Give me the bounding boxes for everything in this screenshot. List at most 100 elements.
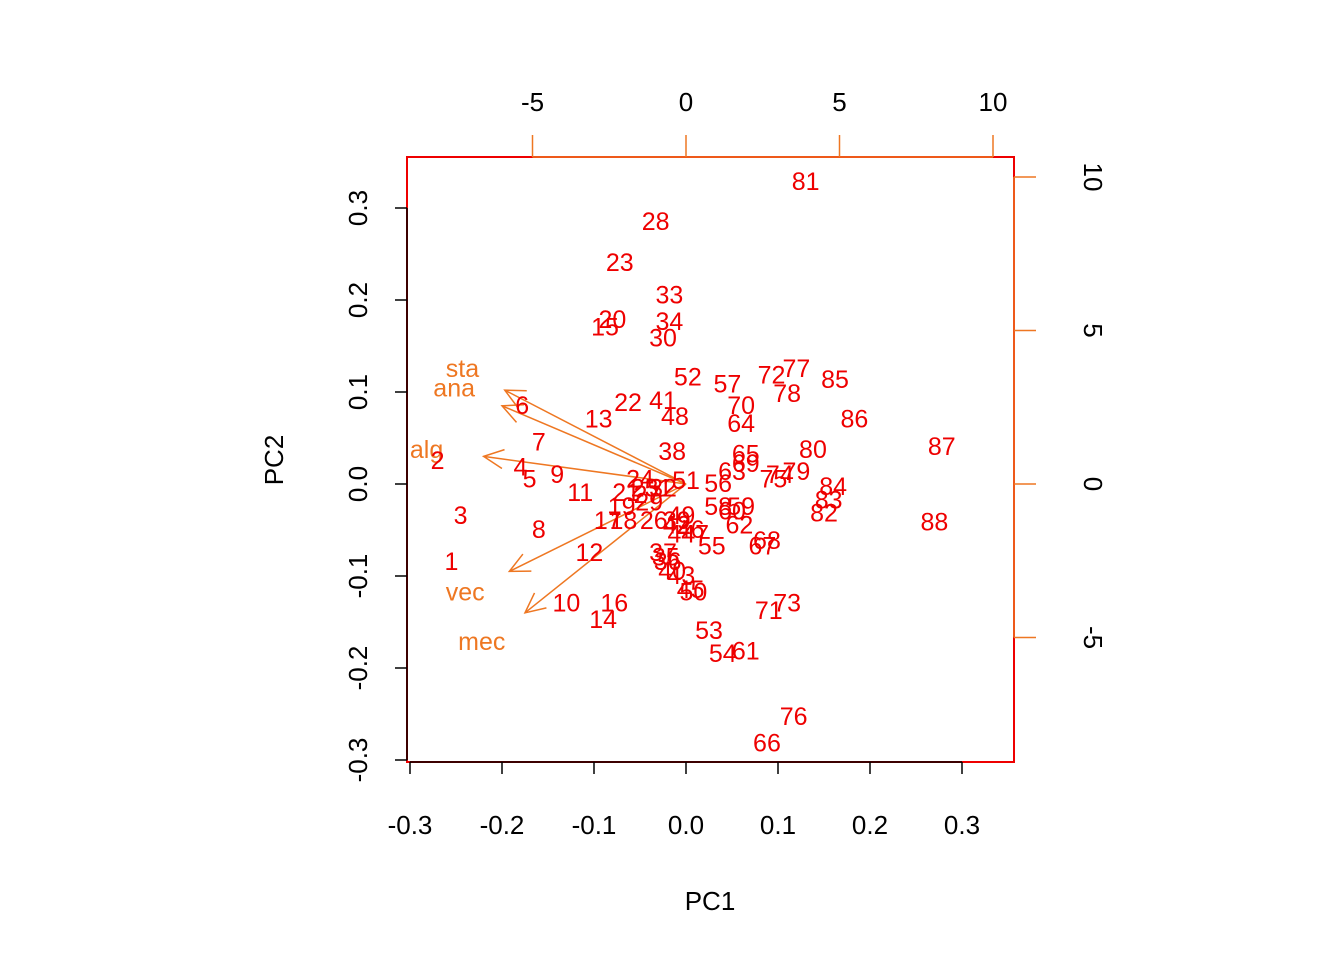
point-label: 88 bbox=[920, 509, 948, 537]
point-label: 6 bbox=[515, 392, 529, 420]
top-tick-label: -5 bbox=[521, 87, 544, 117]
point-label: 11 bbox=[567, 479, 593, 507]
point-label: 8 bbox=[532, 516, 546, 544]
left-tick-label: 0.3 bbox=[343, 190, 373, 226]
point-label: 61 bbox=[732, 637, 760, 665]
bottom-tick-label: -0.3 bbox=[388, 810, 433, 840]
point-label: 50 bbox=[679, 579, 707, 607]
right-tick-label: 0 bbox=[1078, 477, 1108, 491]
point-label: 51 bbox=[672, 467, 700, 495]
point-label: 14 bbox=[589, 606, 617, 634]
loading-arrowhead-vec bbox=[507, 553, 532, 573]
y-axis-title: PC2 bbox=[259, 435, 289, 486]
loading-arrowhead-alg bbox=[481, 448, 505, 470]
point-label: 4 bbox=[513, 453, 527, 481]
left-tick-label: 0.1 bbox=[343, 374, 373, 410]
top-axis: -5 0 5 10 bbox=[521, 87, 1007, 158]
point-label: 87 bbox=[928, 433, 956, 461]
point-label: 20 bbox=[598, 306, 626, 334]
point-label: 70 bbox=[727, 392, 755, 420]
point-label: 60 bbox=[718, 498, 746, 526]
point-label: 28 bbox=[642, 208, 670, 236]
point-label: 46 bbox=[677, 516, 705, 544]
point-label: 47 bbox=[681, 521, 709, 549]
left-tick-label: -0.3 bbox=[343, 738, 373, 783]
left-tick-label: 0.0 bbox=[343, 466, 373, 502]
bottom-tick-label: 0.3 bbox=[944, 810, 980, 840]
variable-label-alg: alg bbox=[410, 436, 443, 464]
point-label: 39 bbox=[663, 507, 691, 535]
point-label: 16 bbox=[600, 590, 628, 618]
point-label: 56 bbox=[704, 470, 732, 498]
right-tick-label: 10 bbox=[1078, 163, 1108, 192]
point-label: 31 bbox=[644, 475, 672, 503]
point-label: 80 bbox=[799, 436, 827, 464]
loading-arrow-mec bbox=[524, 483, 687, 614]
point-label: 26 bbox=[640, 507, 668, 535]
point-label: 71 bbox=[755, 597, 783, 625]
point-label: 72 bbox=[758, 361, 786, 389]
point-label: 38 bbox=[658, 438, 686, 466]
point-label: 57 bbox=[713, 371, 741, 399]
point-label: 49 bbox=[667, 502, 695, 530]
point-label: 1 bbox=[444, 548, 458, 576]
point-label: 5 bbox=[523, 465, 537, 493]
point-label: 24 bbox=[626, 465, 654, 493]
point-label: 83 bbox=[815, 487, 843, 515]
point-label: 44 bbox=[667, 521, 695, 549]
loading-arrow-sta bbox=[504, 389, 687, 485]
point-label: 67 bbox=[748, 533, 776, 561]
point-label: 52 bbox=[674, 363, 702, 391]
right-axis: -5 0 5 10 bbox=[1013, 163, 1108, 649]
point-label: 9 bbox=[550, 461, 564, 489]
x-axis-title: PC1 bbox=[685, 886, 736, 916]
point-label: 25 bbox=[631, 475, 659, 503]
point-label: 22 bbox=[614, 389, 642, 417]
point-label: 36 bbox=[654, 548, 682, 576]
variable-label-vec: vec bbox=[446, 579, 485, 607]
point-label: 41 bbox=[649, 387, 677, 415]
variable-label-ana: ana bbox=[433, 374, 475, 402]
point-label: 79 bbox=[782, 458, 810, 486]
point-label: 64 bbox=[727, 410, 755, 438]
point-label: 76 bbox=[780, 703, 808, 731]
point-label: 55 bbox=[698, 533, 726, 561]
point-label: 32 bbox=[649, 475, 677, 503]
point-label: 85 bbox=[821, 366, 849, 394]
point-label: 74 bbox=[766, 461, 794, 489]
point-label: 13 bbox=[585, 406, 613, 434]
point-label: 43 bbox=[667, 562, 695, 590]
left-axis: -0.3 -0.2 -0.1 0.0 0.1 0.2 0.3 bbox=[343, 190, 408, 783]
point-label: 7 bbox=[532, 429, 546, 457]
point-label: 17 bbox=[594, 507, 622, 535]
point-label: 82 bbox=[810, 499, 838, 527]
variable-label-sta: sta bbox=[446, 355, 479, 383]
point-label: 81 bbox=[792, 168, 820, 196]
right-tick-label: 5 bbox=[1078, 323, 1108, 337]
point-label: 58 bbox=[704, 493, 732, 521]
point-label: 15 bbox=[591, 314, 619, 342]
point-label: 2 bbox=[431, 447, 445, 475]
point-label: 59 bbox=[727, 493, 755, 521]
point-label: 19 bbox=[608, 493, 636, 521]
loading-arrowhead-mec bbox=[523, 592, 547, 614]
point-label: 27 bbox=[633, 481, 661, 509]
observation-points: 1234567891011121314151617181920212223242… bbox=[431, 168, 956, 757]
point-label: 18 bbox=[610, 507, 638, 535]
loading-arrow-vec bbox=[509, 483, 687, 573]
point-label: 21 bbox=[612, 479, 640, 507]
point-label: 29 bbox=[635, 488, 663, 516]
bottom-tick-label: -0.2 bbox=[480, 810, 525, 840]
point-label: 73 bbox=[773, 590, 801, 618]
point-label: 63 bbox=[718, 458, 746, 486]
point-label: 66 bbox=[753, 729, 781, 757]
bottom-tick-label: 0.2 bbox=[852, 810, 888, 840]
plot-box bbox=[406, 156, 1015, 763]
plot-frame bbox=[406, 156, 1015, 763]
point-label: 84 bbox=[819, 473, 847, 501]
top-tick-label: 5 bbox=[832, 87, 846, 117]
point-label: 48 bbox=[661, 403, 689, 431]
point-label: 37 bbox=[649, 539, 677, 567]
